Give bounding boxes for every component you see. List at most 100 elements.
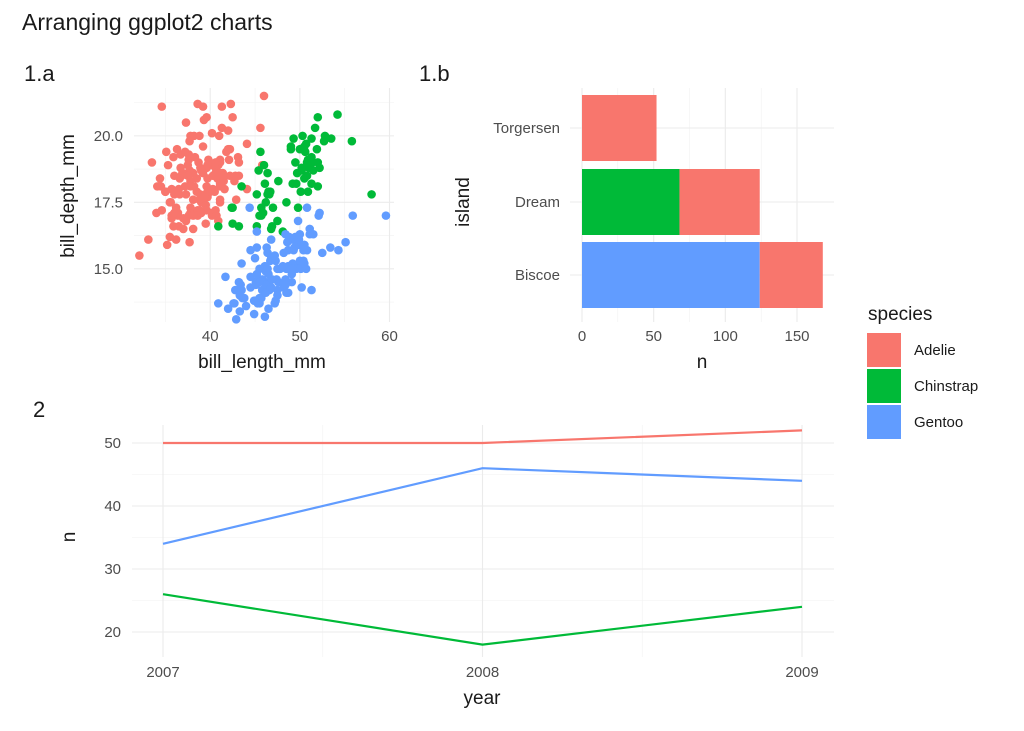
scatter-point-adelie [171, 235, 181, 244]
scatter-point-gentoo [315, 208, 324, 218]
scatter-point-chinstrap [228, 203, 237, 212]
figure-title: Arranging ggplot2 charts [22, 9, 273, 35]
scatter-point-gentoo [266, 235, 276, 244]
scatter-point-chinstrap [260, 179, 270, 189]
scatter-point-chinstrap [315, 163, 324, 173]
scatter-point-adelie [166, 198, 176, 207]
scatter-point-adelie [157, 102, 167, 111]
scatter-point-adelie [170, 208, 179, 218]
scatter-point-gentoo [237, 259, 246, 268]
scatter-point-adelie [196, 208, 206, 218]
scatter-point-chinstrap [213, 221, 223, 231]
scatter-point-gentoo [235, 307, 245, 316]
scatter-point-chinstrap [289, 134, 298, 143]
scatter-point-chinstrap [268, 203, 278, 212]
scatter-point-chinstrap [263, 190, 272, 199]
panel-tag-1b: 1.b [419, 61, 450, 86]
scatter-point-gentoo [282, 288, 291, 298]
bar-biscoe-gentoo [582, 242, 760, 308]
scatter-point-chinstrap [263, 168, 272, 178]
scatter-point-adelie [224, 155, 234, 165]
scatter-point-adelie [217, 102, 227, 111]
y-tick-label-2: 30 [104, 561, 121, 578]
scatter-point-chinstrap [313, 112, 323, 122]
scatter-point-chinstrap [333, 110, 342, 119]
y-tick-label-1b: Biscoe [515, 267, 560, 284]
scatter-point-gentoo [252, 269, 262, 279]
scatter-point-adelie [161, 147, 171, 157]
scatter-point-chinstrap [326, 134, 336, 143]
bar-torgersen-adelie [582, 95, 657, 161]
scatter-point-adelie [190, 152, 200, 162]
scatter-point-chinstrap [298, 131, 307, 141]
scatter-point-adelie [233, 152, 243, 162]
scatter-point-adelie [181, 216, 191, 226]
scatter-point-chinstrap [303, 187, 313, 197]
scatter-point-chinstrap [257, 203, 266, 212]
scatter-point-gentoo [264, 304, 273, 314]
scatter-point-gentoo [231, 315, 241, 324]
scatter-point-adelie [170, 190, 179, 199]
scatter-point-chinstrap [266, 224, 276, 234]
scatter-point-gentoo [326, 243, 335, 252]
bar-dream-adelie [679, 169, 760, 235]
bar-panel-1b: 1.b 0 50 100 150 Biscoe Dream Torgersen n isla… [419, 61, 834, 373]
scatter-point-chinstrap [286, 142, 296, 151]
scatter-point-chinstrap [302, 171, 312, 181]
scatter-point-chinstrap [228, 219, 237, 228]
scatter-point-adelie [198, 102, 208, 111]
scatter-point-gentoo [252, 227, 262, 236]
scatter-point-adelie [211, 158, 220, 167]
legend-label-adelie: Adelie [914, 342, 956, 359]
scatter-point-adelie [180, 147, 190, 157]
scatter-point-chinstrap [291, 158, 300, 167]
x-tick-label-1a: 50 [292, 328, 309, 345]
scatter-point-gentoo [302, 203, 312, 212]
scatter-point-chinstrap [312, 144, 322, 154]
scatter-point-adelie [201, 219, 211, 228]
x-axis-title-1a: bill_length_mm [198, 352, 326, 373]
scatter-point-adelie [214, 131, 224, 141]
scatter-point-adelie [162, 240, 172, 250]
scatter-point-adelie [169, 221, 178, 231]
scatter-point-adelie [231, 195, 241, 204]
line-series-chinstrap [162, 593, 803, 646]
scatter-point-chinstrap [273, 216, 282, 226]
scatter-point-gentoo [287, 264, 297, 274]
scatter-point-adelie [185, 136, 194, 146]
x-tick-label-1a: 60 [381, 328, 398, 345]
scatter-point-chinstrap [256, 147, 265, 157]
scatter-point-gentoo [241, 301, 251, 311]
scatter-point-adelie [172, 144, 182, 154]
scatter-point-gentoo [263, 264, 272, 274]
scatter-point-gentoo [348, 211, 358, 220]
scatter-point-chinstrap [310, 123, 320, 133]
scatter-point-adelie [199, 192, 209, 202]
scatter-point-adelie [215, 198, 225, 207]
y-axis-title-1a: bill_depth_mm [58, 134, 79, 258]
y-tick-label-1b: Dream [515, 194, 560, 211]
bar-biscoe-adelie [759, 242, 823, 308]
line-panel-2: 2 2007 2008 2009 20 30 40 50 year n [33, 397, 834, 709]
scatter-point-adelie [161, 187, 170, 197]
scatter-point-gentoo [230, 299, 239, 308]
x-tick-label-1a: 40 [202, 328, 219, 345]
scatter-point-adelie [202, 112, 211, 122]
scatter-point-chinstrap [254, 166, 263, 175]
scatter-point-gentoo [266, 283, 276, 292]
scatter-point-adelie [181, 118, 191, 127]
scatter-point-gentoo [281, 280, 290, 290]
scatter-point-chinstrap [237, 182, 246, 191]
panel-tag-1a: 1.a [24, 61, 55, 86]
x-tick-label-2: 2007 [146, 664, 179, 681]
scatter-point-adelie [226, 99, 236, 109]
x-tick-label-2: 2009 [785, 664, 818, 681]
scatter-point-adelie [144, 235, 153, 244]
scatter-point-gentoo [261, 288, 271, 298]
y-tick-label-1a: 15.0 [94, 261, 123, 278]
scatter-point-adelie [179, 224, 188, 234]
scatter-point-adelie [175, 174, 185, 183]
scatter-point-adelie [205, 187, 215, 197]
scatter-point-gentoo [246, 245, 255, 255]
